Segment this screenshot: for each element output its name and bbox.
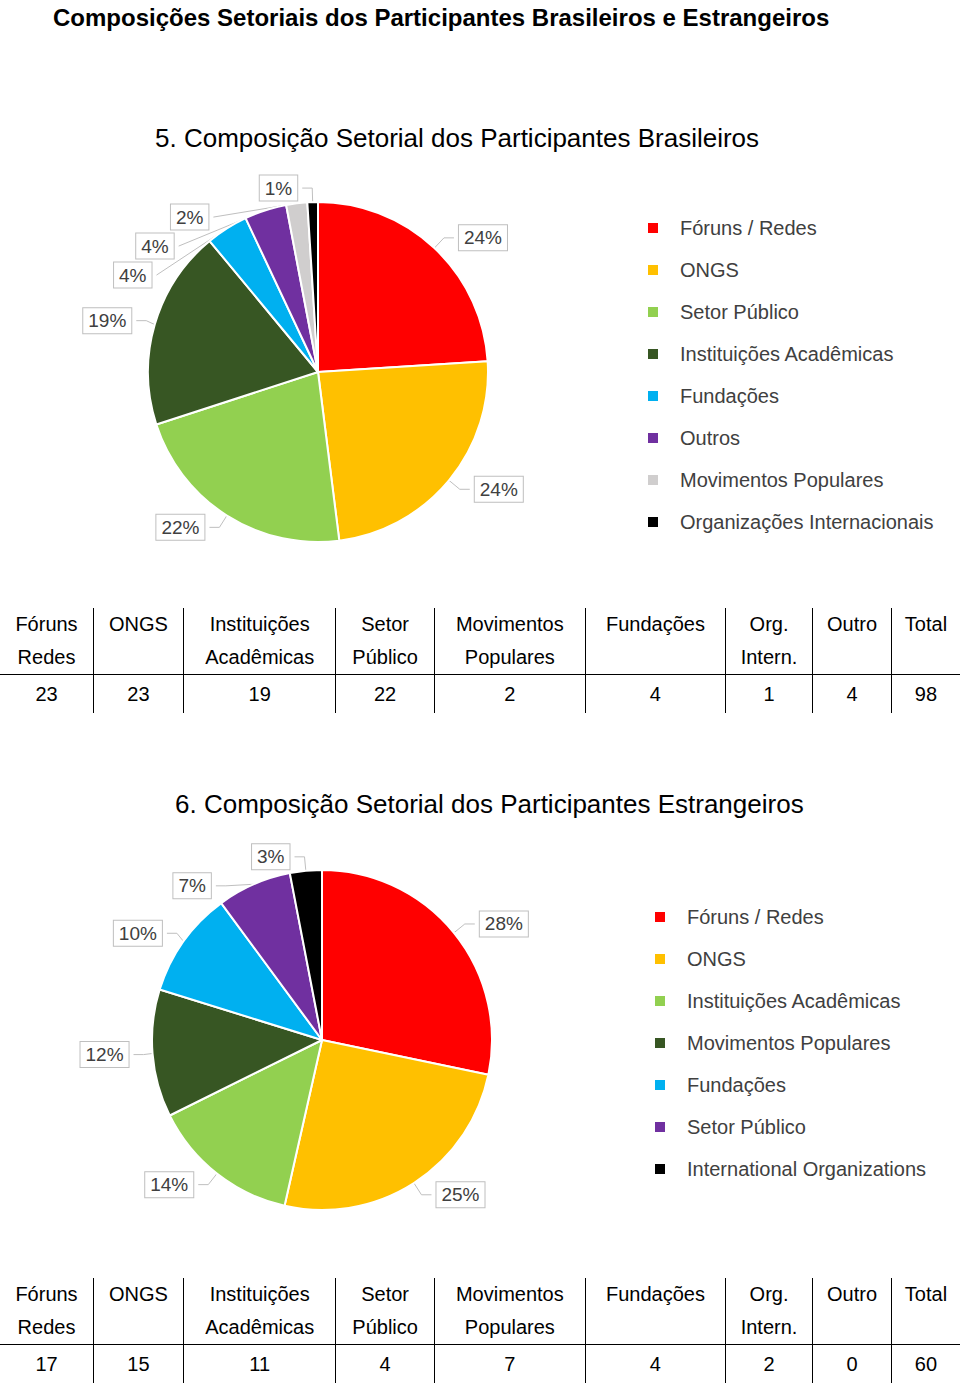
html-text:22: 22 [374, 683, 397, 705]
html-text:1: 1 [763, 683, 775, 705]
svg-text:Outros: Outros [680, 427, 740, 449]
html-text:Org.: Org. [749, 1283, 789, 1305]
html-text:Setor: Setor [361, 1283, 409, 1305]
html-text:Instituições: Instituições [209, 1283, 310, 1305]
html-text:Redes: Redes [17, 1316, 76, 1338]
html-text:Acadêmicas: Acadêmicas [205, 646, 315, 668]
html-text:ONGS: ONGS [109, 613, 168, 635]
svg-text:12%: 12% [86, 1044, 124, 1065]
svg-text:6. Composição Setorial dos Par: 6. Composição Setorial dos Participantes… [175, 789, 804, 819]
html-text:7: 7 [504, 1353, 516, 1375]
svg-text:19%: 19% [88, 310, 126, 331]
svg-text:Instituições Acadêmicas: Instituições Acadêmicas [687, 990, 900, 1012]
html-text:Movimentos: Movimentos [455, 1283, 564, 1305]
html-text:0: 0 [846, 1353, 858, 1375]
svg-text:5. Composição Setorial dos Par: 5. Composição Setorial dos Participantes… [155, 123, 759, 153]
html-text:Org.: Org. [749, 613, 789, 635]
svg-text:Fóruns / Redes: Fóruns / Redes [680, 217, 817, 239]
html-text:Instituições: Instituições [209, 613, 310, 635]
html-text:15: 15 [127, 1353, 150, 1375]
html-text:23: 23 [127, 683, 150, 705]
html-text:2: 2 [504, 683, 516, 705]
html-text:Acadêmicas: Acadêmicas [205, 1316, 315, 1338]
svg-text:ONGS: ONGS [680, 259, 739, 281]
html-text:Intern.: Intern. [740, 646, 798, 668]
html-text:Total: Total [904, 1283, 948, 1305]
html-text:Público: Público [352, 1316, 418, 1338]
svg-text:3%: 3% [257, 846, 285, 867]
html-text:Redes: Redes [17, 646, 76, 668]
svg-text:Organizações Internacionais: Organizações Internacionais [680, 511, 933, 533]
html-text:2: 2 [763, 1353, 775, 1375]
svg-text:Movimentos Populares: Movimentos Populares [680, 469, 883, 491]
html-text:19: 19 [248, 683, 271, 705]
svg-text:14%: 14% [150, 1174, 188, 1195]
svg-text:22%: 22% [161, 517, 199, 538]
svg-text:24%: 24% [464, 227, 502, 248]
html-text:60: 60 [914, 1353, 938, 1375]
svg-text:4%: 4% [141, 236, 169, 257]
svg-text:Setor Público: Setor Público [687, 1116, 806, 1138]
html-text:98: 98 [914, 683, 938, 705]
svg-text:Movimentos Populares: Movimentos Populares [687, 1032, 890, 1054]
svg-text:Fóruns / Redes: Fóruns / Redes [687, 906, 824, 928]
svg-text:Setor Público: Setor Público [680, 301, 799, 323]
html-text:ONGS: ONGS [109, 1283, 168, 1305]
svg-text:International Organizations: International Organizations [687, 1158, 926, 1180]
svg-text:24%: 24% [480, 479, 518, 500]
svg-text:7%: 7% [178, 875, 206, 896]
svg-text:ONGS: ONGS [687, 948, 746, 970]
html-text:11: 11 [249, 1353, 271, 1375]
html-text:Intern.: Intern. [740, 1316, 798, 1338]
html-text:Fóruns: Fóruns [15, 613, 78, 635]
svg-text:Fundações: Fundações [680, 385, 779, 407]
svg-text:28%: 28% [485, 913, 523, 934]
svg-text:4%: 4% [119, 265, 147, 286]
html-text:23: 23 [35, 683, 58, 705]
html-text:Fundações: Fundações [605, 613, 705, 635]
svg-text:25%: 25% [441, 1184, 479, 1205]
html-text:Populares: Populares [464, 646, 555, 668]
html-text:Populares: Populares [464, 1316, 555, 1338]
html-text:4: 4 [649, 683, 661, 705]
html-text:Outro: Outro [827, 613, 877, 635]
html-text:4: 4 [379, 1353, 391, 1375]
html-text:Total: Total [904, 613, 948, 635]
html-text:4: 4 [649, 1353, 661, 1375]
svg-text:Fundações: Fundações [687, 1074, 786, 1096]
html-text:Setor: Setor [361, 613, 409, 635]
html-text:Fóruns: Fóruns [15, 1283, 78, 1305]
svg-text:2%: 2% [176, 207, 204, 228]
html-text:Movimentos: Movimentos [455, 613, 564, 635]
html-text:17: 17 [35, 1353, 58, 1375]
html-text:Outro: Outro [827, 1283, 877, 1305]
html-text:Fundações: Fundações [605, 1283, 705, 1305]
svg-text:Composições Setoriais dos Part: Composições Setoriais dos Participantes … [53, 4, 829, 31]
svg-text:1%: 1% [265, 178, 293, 199]
html-text:Público: Público [352, 646, 418, 668]
svg-text:Instituições Acadêmicas: Instituições Acadêmicas [680, 343, 893, 365]
svg-text:10%: 10% [119, 923, 157, 944]
html-text:4: 4 [846, 683, 858, 705]
